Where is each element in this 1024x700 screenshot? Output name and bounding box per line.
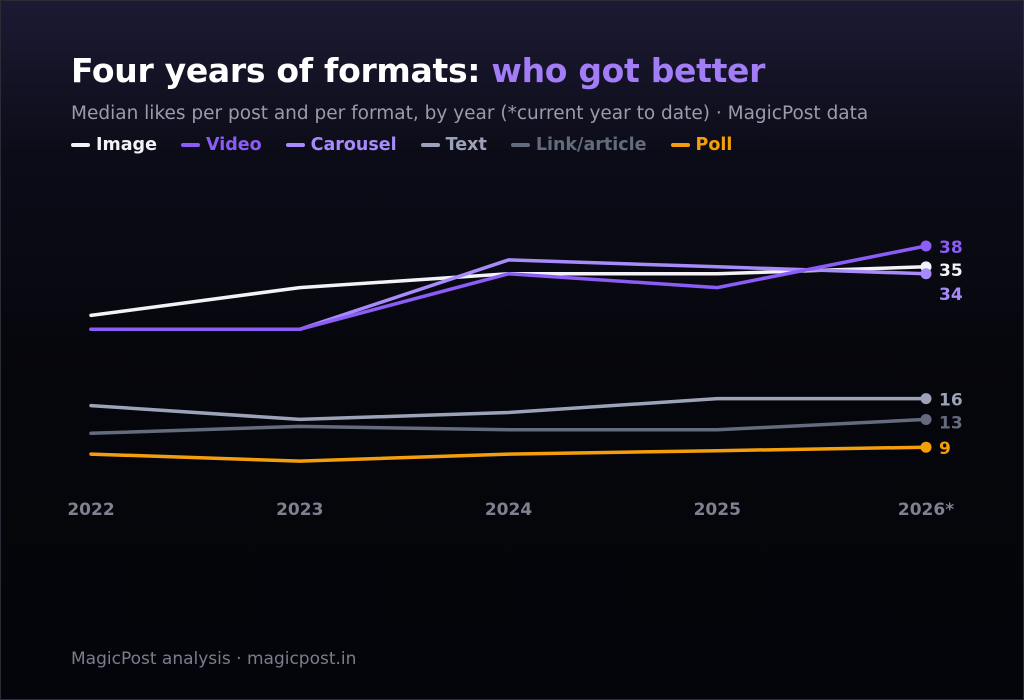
legend-swatch-poll (670, 143, 690, 147)
legend-label-link: Link/article (535, 135, 647, 155)
series-line-text (89, 396, 928, 422)
end-value-label-poll: 9 (939, 439, 951, 459)
chart-title: Four years of formats: who got better (71, 51, 765, 90)
legend-swatch-image (71, 143, 90, 147)
end-value-label-video: 38 (939, 238, 963, 258)
legend-item-video: Video (180, 135, 262, 155)
legend-label-video: Video (205, 135, 262, 155)
end-value-label-image: 35 (939, 261, 963, 281)
series-end-point-link (920, 413, 932, 425)
legend-label-carousel: Carousel (310, 135, 397, 155)
legend-item-link: Link/article (510, 135, 647, 155)
end-value-label-carousel: 34 (939, 285, 963, 305)
series-end-point-video (920, 240, 932, 252)
legend-item-carousel: Carousel (285, 135, 397, 155)
legend-item-image: Image (71, 135, 157, 155)
end-value-label-link: 13 (939, 413, 963, 433)
legend-label-image: Image (96, 135, 157, 155)
legend-swatch-video (180, 143, 200, 147)
end-value-label-text: 16 (939, 391, 963, 411)
series-end-point-text (920, 393, 932, 405)
title-accent: who got better (491, 51, 766, 90)
series-line-poll (89, 445, 928, 463)
legend-label-text: Text (445, 135, 487, 155)
legend-swatch-carousel (285, 143, 305, 147)
series-end-point-carousel (920, 268, 932, 280)
series-line-video (89, 244, 928, 332)
legend-item-poll: Poll (670, 135, 733, 155)
x-tick-label: 2025 (694, 500, 741, 520)
x-tick-label: 2026* (898, 500, 954, 520)
series-end-point-poll (920, 441, 932, 453)
x-tick-label: 2022 (67, 500, 114, 520)
legend-swatch-text (420, 143, 440, 147)
chart-legend: Image Video Carousel Text Link/article Poll (71, 133, 756, 157)
legend-label-poll: Poll (695, 135, 733, 155)
legend-swatch-link (510, 143, 530, 147)
title-main: Four years of formats: (71, 51, 492, 90)
x-tick-label: 2024 (485, 500, 532, 520)
chart-subtitle: Median likes per post and per format, by… (71, 103, 869, 124)
series-line-link (89, 417, 928, 436)
source-footer: MagicPost analysis · magicpost.in (71, 649, 357, 669)
x-tick-label: 2023 (276, 500, 323, 520)
legend-item-text: Text (420, 135, 487, 155)
